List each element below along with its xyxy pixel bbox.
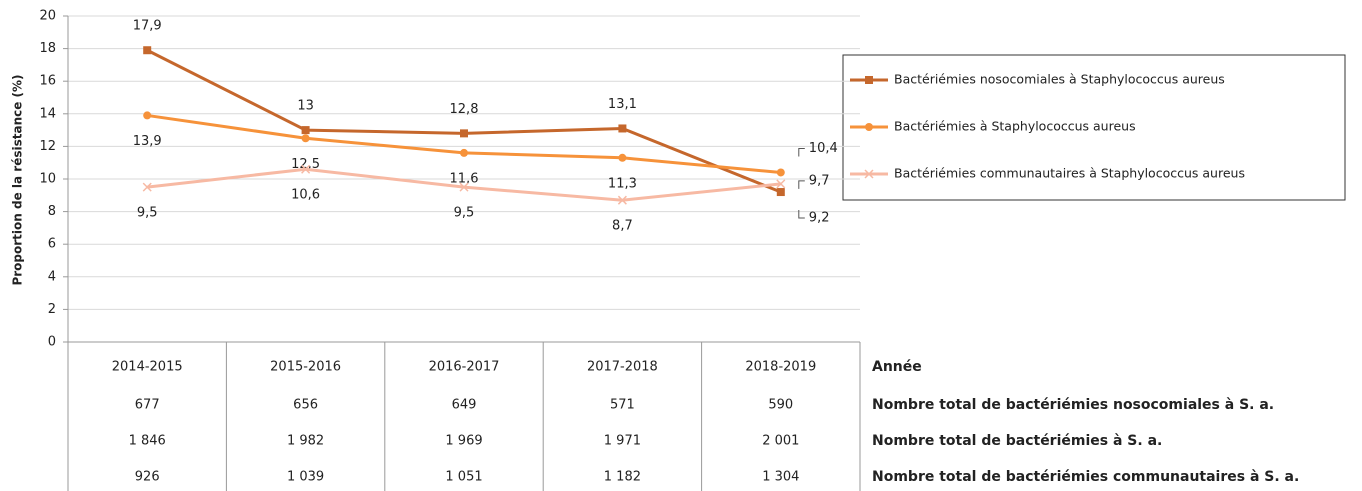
legend-marker: [865, 76, 873, 84]
y-tick-label: 16: [39, 74, 56, 89]
legend-marker: [864, 169, 874, 179]
data-label: 9,2: [809, 211, 830, 226]
y-tick-label: 4: [48, 269, 56, 284]
table-header: Année: [872, 359, 922, 375]
table-cell: 1 846: [129, 434, 166, 449]
data-label: 10,4: [809, 141, 838, 156]
data-point: [301, 126, 310, 135]
x-tick-label: 2017-2018: [587, 360, 658, 375]
y-tick-label: 10: [39, 172, 56, 187]
data-point: [301, 164, 311, 174]
data-point: [776, 179, 786, 189]
legend-label: Bactériémies à Staphylococcus aureus: [894, 119, 1136, 134]
table-cell: 1 051: [445, 470, 482, 485]
table-cell: 1 304: [762, 470, 799, 485]
table-cell: 1 039: [287, 470, 324, 485]
data-point: [142, 182, 152, 192]
data-label: 13: [297, 99, 314, 114]
x-tick-label: 2018-2019: [745, 360, 816, 375]
data-point: [460, 148, 468, 157]
table-cell: 1 969: [445, 434, 482, 449]
table-row-label: Nombre total de bactériémies communautai…: [872, 469, 1299, 485]
leader-line: [798, 180, 805, 189]
leader-line: [798, 147, 805, 157]
legend-label: Bactériémies communautaires à Staphyloco…: [894, 166, 1245, 181]
table-row-label: Nombre total de bactériémies à S. a.: [872, 433, 1162, 449]
data-point: [143, 46, 152, 55]
y-tick-label: 18: [39, 41, 56, 56]
legend-marker: [865, 123, 873, 131]
table-cell: 1 182: [604, 470, 641, 485]
data-point: [776, 188, 785, 197]
y-tick-label: 12: [39, 139, 56, 154]
legend-box: [842, 54, 1346, 201]
x-tick-label: 2015-2016: [270, 360, 341, 375]
table-cell: 571: [610, 398, 635, 413]
data-label: 12,8: [450, 102, 479, 117]
y-tick-label: 2: [48, 302, 56, 317]
data-point: [618, 153, 627, 162]
data-label: 9,5: [454, 206, 475, 221]
table-cell: 1 982: [287, 434, 324, 449]
data-label: 12,5: [291, 157, 320, 172]
data-label: 11,6: [450, 171, 479, 186]
data-label: 13,1: [608, 97, 637, 112]
y-tick-label: 8: [48, 204, 56, 219]
x-tick-label: 2014-2015: [112, 360, 183, 375]
y-tick-label: 14: [39, 106, 56, 121]
data-label: 13,9: [133, 134, 162, 149]
table-cell: 1 971: [604, 434, 641, 449]
data-point: [618, 124, 627, 133]
table-cell: 649: [452, 398, 477, 413]
y-tick-label: 20: [39, 9, 56, 24]
series-line: [146, 113, 781, 174]
y-tick-label: 6: [48, 237, 56, 252]
table-cell: 590: [768, 398, 793, 413]
data-point: [459, 182, 469, 192]
data-label: 8,7: [612, 219, 633, 234]
x-tick-label: 2016-2017: [429, 360, 500, 375]
table-row-label: Nombre total de bactériémies nosocomiale…: [872, 397, 1274, 413]
data-label: 10,6: [291, 188, 320, 203]
data-point: [617, 195, 627, 205]
leader-line: [798, 210, 805, 219]
data-label: 9,7: [809, 173, 830, 188]
data-label: 17,9: [133, 19, 162, 34]
table-cell: 926: [135, 470, 160, 485]
data-label: 9,5: [137, 206, 158, 221]
table-cell: 677: [135, 398, 160, 413]
data-point: [143, 111, 152, 120]
legend-label: Bactériémies nosocomiales à Staphylococc…: [894, 72, 1225, 87]
data-point: [460, 129, 468, 138]
table-cell: 2 001: [762, 434, 799, 449]
data-point: [776, 168, 785, 177]
data-point: [301, 134, 310, 143]
y-axis-title: Proportion de la résistance (%): [11, 74, 25, 285]
y-tick-label: 0: [48, 335, 56, 350]
table-cell: 656: [293, 398, 318, 413]
data-label: 11,3: [608, 176, 637, 191]
